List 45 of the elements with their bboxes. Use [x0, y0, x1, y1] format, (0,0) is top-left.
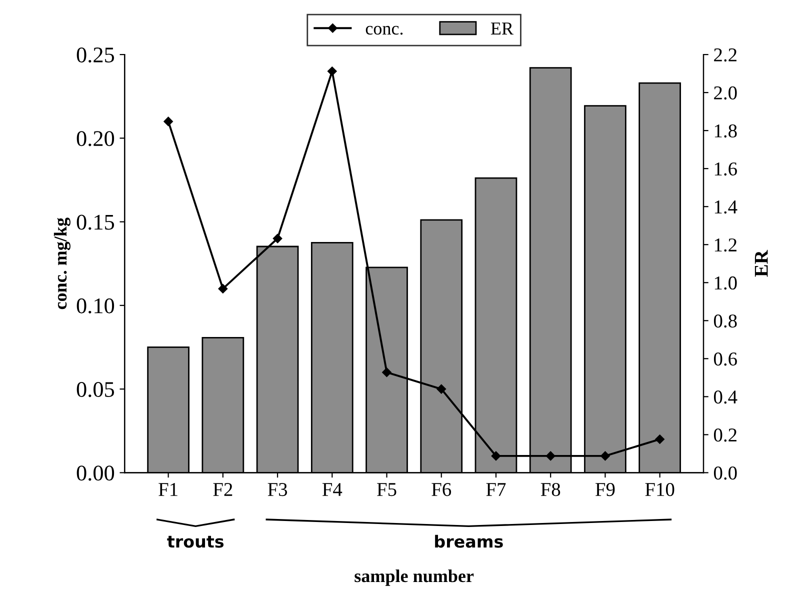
- x-tick-label: F2: [213, 483, 232, 496]
- y2-tick-label: 0.4: [714, 390, 738, 404]
- y2-tick-label: 0.2: [714, 428, 736, 442]
- y-tick-label: 0.10: [76, 298, 114, 314]
- point: [382, 368, 392, 377]
- point: [546, 451, 556, 461]
- point: [491, 451, 501, 461]
- x-tick-label: F5: [377, 483, 396, 496]
- y2-tick-label: 0.6: [714, 352, 737, 366]
- y2-tick-label: 1.2: [714, 238, 736, 252]
- point: [655, 434, 664, 444]
- legend-label: ER: [490, 22, 514, 34]
- y2-axis-title: ER: [754, 250, 768, 277]
- y2-tick-label: 1.6: [714, 162, 737, 176]
- x-tick-label: F10: [645, 482, 674, 496]
- y2-tick-label: 2.2: [714, 48, 736, 62]
- x-tick-label: F3: [268, 483, 288, 496]
- x-axis-title: sample number: [354, 569, 474, 586]
- x-tick-label: F1: [158, 483, 178, 496]
- legend-label: conc.: [366, 26, 403, 35]
- x-tick-label: F8: [540, 482, 560, 496]
- y-tick-label: 0.00: [76, 466, 114, 481]
- y-tick-label: 0.15: [76, 214, 114, 230]
- point: [218, 284, 228, 294]
- x-tick-label: F9: [595, 483, 615, 496]
- text: breams: [435, 534, 503, 548]
- x-tick-label: F6: [432, 483, 452, 496]
- text: trouts: [167, 536, 224, 548]
- point: [272, 234, 282, 244]
- y2-tick-label: 1.8: [714, 124, 737, 138]
- y2-tick-label: 2.0: [714, 86, 737, 100]
- y2-tick-label: 1.0: [714, 276, 737, 290]
- y-tick-label: 0.05: [76, 382, 114, 398]
- point: [164, 116, 173, 126]
- x-tick-label: F7: [486, 483, 506, 496]
- point: [436, 384, 446, 394]
- x-tick-label: F4: [322, 483, 342, 496]
- y-tick-label: 0.20: [76, 131, 114, 146]
- y2-tick-label: 0.8: [714, 314, 737, 328]
- point: [328, 66, 337, 76]
- y2-tick-label: 1.4: [714, 200, 738, 214]
- y-tick-label: 0.25: [76, 47, 114, 63]
- y-axis-title: conc. mg/kg: [54, 218, 70, 310]
- y2-tick-label: 0.0: [714, 466, 737, 480]
- point: [600, 451, 610, 461]
